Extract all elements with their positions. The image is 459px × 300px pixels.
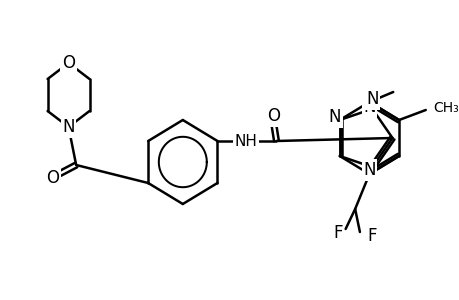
- Text: O: O: [46, 169, 59, 187]
- Text: N: N: [328, 108, 341, 126]
- Text: O: O: [62, 54, 75, 72]
- Text: O: O: [267, 107, 280, 125]
- Text: N: N: [363, 98, 375, 116]
- Text: NH: NH: [234, 134, 257, 148]
- Text: F: F: [332, 224, 342, 242]
- Text: N: N: [365, 90, 378, 108]
- Text: N: N: [363, 161, 375, 179]
- Text: N: N: [62, 118, 75, 136]
- Text: F: F: [367, 227, 376, 245]
- Text: CH₃: CH₃: [432, 101, 458, 115]
